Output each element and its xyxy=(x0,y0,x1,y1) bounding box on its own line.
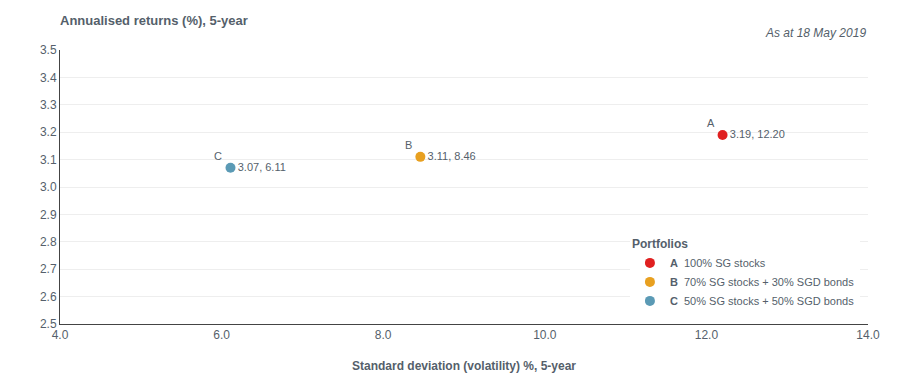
svg-text:2.8: 2.8 xyxy=(40,235,57,249)
svg-text:Annualised returns (%), 5-year: Annualised returns (%), 5-year xyxy=(60,13,248,28)
svg-text:A: A xyxy=(707,117,715,129)
svg-text:3.0: 3.0 xyxy=(40,180,57,194)
svg-text:As at 18 May 2019: As at 18 May 2019 xyxy=(765,26,866,40)
svg-text:B 70% SG stocks + 30% SGD bon: B 70% SG stocks + 30% SGD bonds xyxy=(670,276,854,288)
svg-text:3.1: 3.1 xyxy=(40,153,57,167)
svg-text:3.2: 3.2 xyxy=(40,125,57,139)
svg-text:3.3: 3.3 xyxy=(40,98,57,112)
svg-text:3.5: 3.5 xyxy=(40,43,57,57)
svg-text:C: C xyxy=(214,150,222,162)
svg-text:A 100% SG stocks: A 100% SG stocks xyxy=(670,257,766,269)
svg-text:10.0: 10.0 xyxy=(533,328,557,342)
svg-text:12.0: 12.0 xyxy=(695,328,719,342)
svg-text:Standard deviation (volatility: Standard deviation (volatility) %, 5-yea… xyxy=(352,359,576,373)
svg-text:3.19, 12.20: 3.19, 12.20 xyxy=(730,128,785,140)
svg-text:3.11, 8.46: 3.11, 8.46 xyxy=(428,150,476,162)
svg-text:2.6: 2.6 xyxy=(40,290,57,304)
svg-text:6.0: 6.0 xyxy=(213,328,230,342)
svg-text:2.7: 2.7 xyxy=(40,262,57,276)
svg-text:14.0: 14.0 xyxy=(856,328,880,342)
svg-text:C 50% SG stocks + 50% SGD bon: C 50% SG stocks + 50% SGD bonds xyxy=(670,295,854,307)
svg-text:2.9: 2.9 xyxy=(40,208,57,222)
svg-text:8.0: 8.0 xyxy=(375,328,392,342)
svg-text:3.4: 3.4 xyxy=(40,71,57,85)
svg-text:Portfolios: Portfolios xyxy=(632,237,688,251)
svg-text:B: B xyxy=(405,139,412,151)
svg-text:4.0: 4.0 xyxy=(52,328,69,342)
svg-text:3.07, 6.11: 3.07, 6.11 xyxy=(238,161,286,173)
svg-text:2.5: 2.5 xyxy=(40,317,57,331)
